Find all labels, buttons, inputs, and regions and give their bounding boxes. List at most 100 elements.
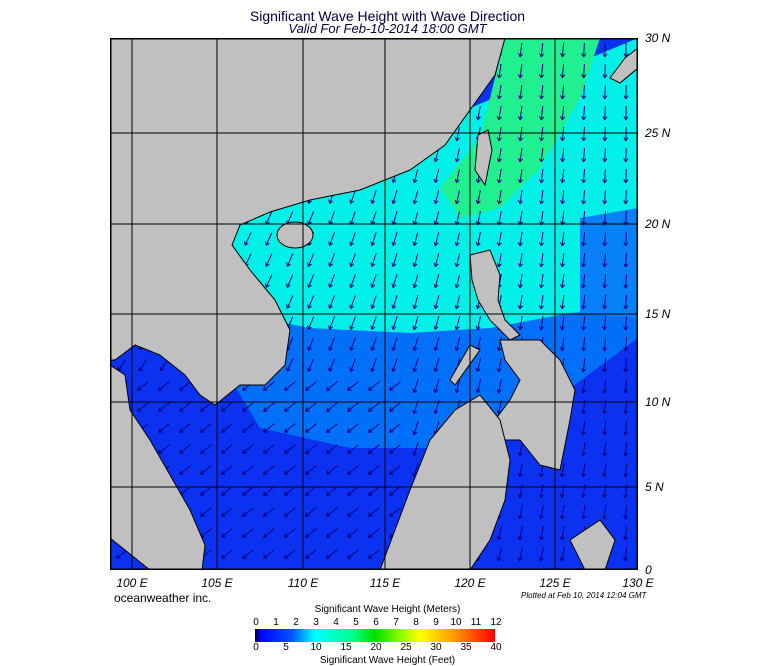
wave-arrow (221, 444, 233, 454)
wave-arrow (560, 336, 565, 352)
wave-arrow (581, 378, 587, 394)
wave-arrow (347, 402, 359, 412)
wave-arrow (284, 444, 296, 454)
wave-arrow (412, 316, 419, 331)
wave-arrow (412, 253, 419, 268)
wave-arrow (263, 549, 275, 559)
wave-arrow (158, 402, 170, 412)
wave-arrow (623, 147, 629, 163)
meter-tick: 6 (373, 617, 379, 628)
wave-arrow (496, 379, 502, 394)
wave-arrow (602, 126, 608, 142)
wave-arrow (347, 486, 359, 496)
wave-arrow (538, 316, 544, 331)
land-mainland-asia (110, 38, 506, 406)
wave-arrow (623, 525, 629, 541)
wave-arrow (391, 316, 398, 331)
wave-arrow (368, 381, 380, 391)
wave-arrow (368, 486, 380, 496)
wave-arrow (305, 465, 317, 475)
wave-arrow (389, 486, 401, 496)
wave-arrow (412, 295, 419, 310)
wave-arrow (623, 315, 629, 331)
wave-arrow (284, 486, 296, 496)
wave-arrow (328, 337, 336, 351)
wave-arrow (347, 381, 359, 391)
lat-label: 5 N (645, 480, 664, 494)
wave-arrow (475, 232, 481, 247)
wave-arrow (496, 127, 502, 142)
wave-arrow (539, 189, 544, 205)
wave-arrow (368, 465, 380, 475)
wave-arrow (368, 507, 380, 517)
wave-arrow (179, 423, 191, 433)
wave-arrow (284, 402, 296, 412)
wave-arrow (496, 106, 502, 121)
colorbar-meters-label: Significant Wave Height (Meters) (314, 604, 461, 615)
wave-arrow (368, 444, 380, 454)
wave-arrow (200, 402, 212, 412)
wave-arrow (389, 465, 401, 475)
wave-arrow (389, 423, 401, 433)
lon-label: 130 E (622, 576, 654, 590)
land-japan-islands (609, 47, 638, 84)
wave-arrow (370, 253, 377, 268)
wave-arrow (368, 549, 380, 559)
meter-tick: 5 (353, 617, 359, 628)
wave-arrow (517, 169, 523, 184)
wave-arrow (158, 381, 170, 391)
wave-arrow (412, 190, 419, 205)
wave-arrow (286, 358, 294, 372)
wave-arrow (263, 507, 275, 517)
wave-arrow (560, 63, 566, 79)
wave-arrow (347, 444, 359, 454)
feet-tick: 30 (430, 642, 442, 653)
wave-arrow (623, 231, 629, 247)
wave-arrow (433, 253, 440, 268)
wave-arrow (433, 295, 440, 310)
wave-arrow (454, 190, 460, 205)
wave-arrow (326, 402, 338, 412)
wave-arrow (517, 505, 523, 520)
wave-arrow (538, 505, 544, 520)
wave-arrow (412, 274, 419, 289)
wave-arrow (242, 444, 254, 454)
wave-arrow (286, 274, 294, 288)
wave-arrow (242, 423, 254, 433)
meter-tick: 9 (433, 617, 439, 628)
wave-arrow (623, 189, 629, 205)
land (110, 38, 638, 570)
wave-arrow (496, 232, 502, 247)
wave-arrow (602, 63, 608, 79)
wave-arrow (370, 316, 377, 331)
wave-arrow (391, 190, 398, 205)
wave-arrow (370, 337, 377, 352)
wave-arrow (602, 336, 608, 352)
wave-arrow (412, 337, 419, 352)
feet-tick: 10 (310, 642, 322, 653)
wave-arrow (581, 462, 586, 478)
wave-arrow (454, 253, 461, 268)
wave-arrow (560, 168, 566, 184)
feet-tick: 40 (490, 642, 502, 653)
wave-arrow (581, 84, 587, 100)
wave-arrow (454, 232, 461, 247)
wave-arrow (307, 295, 315, 309)
meter-tick: 7 (393, 617, 399, 628)
wave-arrow (623, 168, 629, 184)
wave-arrow (326, 486, 338, 496)
land-luzon (469, 249, 521, 341)
wave-arrow (496, 190, 502, 205)
wave-arrow (560, 231, 566, 247)
wave-arrow (349, 253, 356, 267)
wave-arrow (307, 358, 315, 372)
wave-arrow (580, 483, 586, 499)
wave-arrow (305, 402, 317, 412)
wave-arrow (496, 547, 503, 562)
wave-arrow (560, 273, 565, 289)
wave-arrow (200, 465, 212, 475)
wave-arrow (454, 316, 461, 331)
wave-arrow (581, 273, 587, 289)
wave-arrow (391, 358, 398, 373)
wave-arrow (539, 63, 545, 79)
